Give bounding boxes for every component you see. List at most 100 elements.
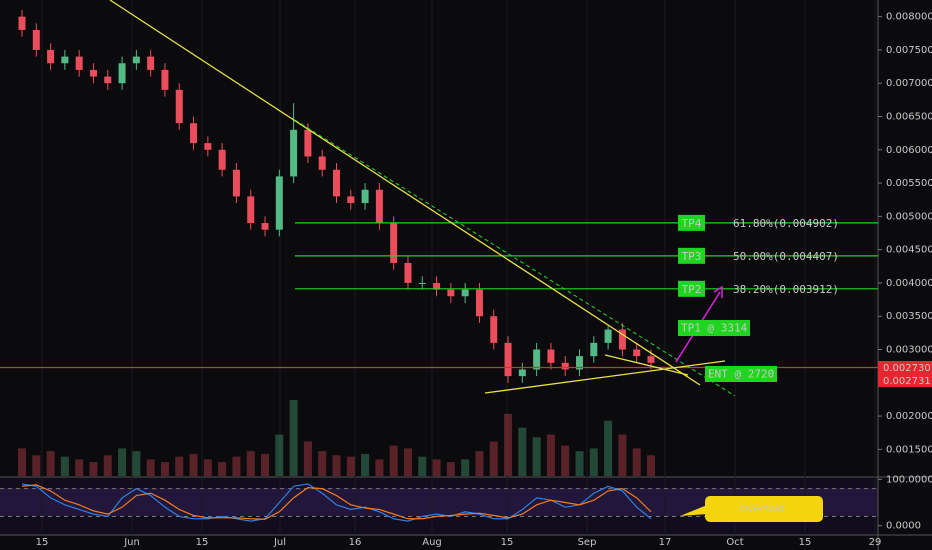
candle-body [333,169,340,197]
candle-body [290,129,298,177]
volume-bar [532,437,541,476]
candle-body [47,49,55,64]
candle-body [261,223,269,230]
x-tick-label: 15 [501,537,514,548]
osc-tick-label: 100.0000 [886,474,932,485]
x-tick-label: Sep [578,537,597,548]
candle-body [633,349,641,357]
x-tick-label: 15 [196,537,209,548]
candle-body [190,123,198,144]
candle-body [304,129,312,157]
candle-body [475,289,483,317]
candle-body [247,196,255,224]
y-tick-label: 0.005500 [886,178,932,189]
x-tick-label: 15 [799,537,812,548]
oscillator-line [21,483,652,522]
volume-bar [175,456,184,476]
candle-body [361,189,369,204]
price-marker-label: 0.002731 [883,376,931,387]
trend-line [109,0,701,386]
volume-bar [203,459,212,476]
candle-body [204,143,212,150]
volume-bar [604,420,613,476]
x-tick-label: Aug [422,537,442,548]
x-tick-label: 17 [659,537,672,548]
candle-body [32,29,40,50]
candle-body [75,56,83,70]
level-tag [678,247,705,264]
candle-body [504,342,512,377]
volume-bar [432,459,441,476]
volume-bar [32,455,41,476]
candle-body [647,356,655,363]
candle-body [433,282,441,290]
candle-body [375,189,383,224]
volume-bar [261,453,270,476]
candle-body [518,369,526,377]
volume-bar [618,434,627,476]
y-tick-label: 0.005000 [886,211,932,222]
level-text: 61.80%(0.004902) [733,217,839,230]
candle-body [390,223,398,263]
level-label: TP3 [682,250,702,263]
y-tick-label: 0.001500 [886,444,932,455]
candle-body [404,262,412,283]
candle-body [347,196,355,204]
level-text: 38.20%(0.003912) [733,283,839,296]
candle-body [561,362,569,370]
y-tick-label: 0.007500 [886,45,932,56]
trend-line-dashed [294,119,736,397]
volume-bar [118,448,127,476]
volume-bar [361,453,370,476]
callout-label: Oversold [740,504,785,515]
candle-body [447,289,455,297]
candle-body [232,169,240,197]
volume-bar [103,455,112,476]
volume-bar [303,441,312,476]
volume-bar [589,448,598,476]
x-tick-label: Oct [726,537,743,548]
price-marker-label: 0.002730 [883,363,931,374]
wedge-line [604,354,689,376]
y-tick-label: 0.007000 [886,78,932,89]
oscillator-line [21,484,652,520]
candle-body [418,282,426,284]
candle-body [318,156,326,170]
volume-bar [232,456,241,476]
volume-bar [346,456,355,476]
y-tick-label: 0.008000 [886,12,932,23]
volume-bar [504,413,513,476]
x-tick-label: 16 [349,537,362,548]
volume-bar [647,455,655,476]
candle-body [89,69,97,77]
candle-body [147,56,155,70]
volume-bar [389,445,398,476]
price-marker [878,360,932,374]
x-tick-label: 29 [869,537,882,548]
candle-body [118,63,126,84]
x-tick-label: 15 [36,537,49,548]
volume-bar [218,462,227,476]
volume-bar [75,459,84,476]
y-tick-label: 0.004500 [886,245,932,256]
level-tag [678,280,705,297]
volume-bar [403,448,412,476]
volume-bar [518,427,527,476]
volume-bar [332,455,341,476]
candle-body [275,176,283,230]
support-line [484,360,726,394]
volume-bar [546,434,555,476]
level-label: TP2 [682,283,702,296]
y-tick-label: 0.003500 [886,311,932,322]
y-tick-label: 0.004000 [886,278,932,289]
volume-bar [446,462,455,476]
volume-bar [18,448,26,476]
annotation-box [678,320,750,336]
y-tick-label: 0.002000 [886,411,932,422]
volume-bar [289,400,298,476]
annotation-label: ENT @ 2720 [708,368,774,381]
annotation-label: TP1 @ 3314 [681,322,748,335]
candle-body [604,329,612,343]
volume-bar [60,456,69,476]
